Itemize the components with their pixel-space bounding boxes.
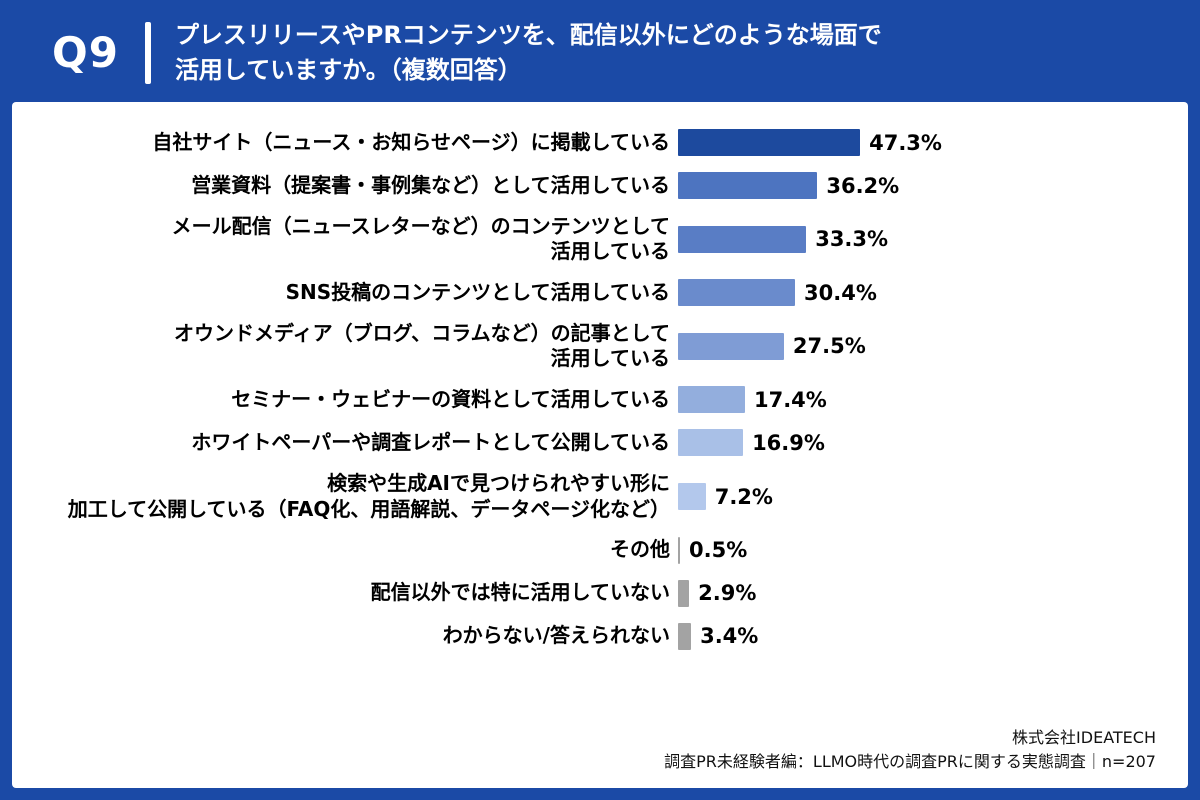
- bar-label: 配信以外では特に活用していない: [370, 580, 670, 605]
- bar-zone: 33.3%: [678, 224, 1166, 254]
- bar-zone: 2.9%: [678, 578, 1166, 608]
- bar: [678, 386, 745, 414]
- bar: [678, 225, 807, 253]
- bar-zone: 36.2%: [678, 171, 1166, 201]
- bar-label: わからない/答えられない: [442, 623, 670, 648]
- question-header: Q9 プレスリリースやPRコンテンツを、配信以外にどのような場面で 活用していま…: [0, 0, 1200, 102]
- value-label: 16.9%: [752, 430, 825, 455]
- value-label: 0.5%: [689, 538, 748, 563]
- value-label: 30.4%: [804, 280, 877, 305]
- bar-label: 自社サイト（ニュース・お知らせページ）に掲載している: [152, 129, 670, 154]
- value-label: 2.9%: [698, 581, 757, 606]
- chart-row: 配信以外では特に活用していない 2.9%: [30, 578, 1166, 608]
- bar: [678, 279, 796, 307]
- value-label: 47.3%: [869, 130, 942, 155]
- chart-row: ホワイトペーパーや調査レポートとして公開している 16.9%: [30, 428, 1166, 458]
- bar-zone: 16.9%: [678, 428, 1166, 458]
- chart-row: 検索や生成AIで見つけられやすい形に 加工して公開している（FAQ化、用語解説、…: [30, 471, 1166, 522]
- chart-row: メール配信（ニュースレターなど）のコンテンツとして 活用している 33.3%: [30, 214, 1166, 265]
- value-label: 3.4%: [700, 624, 759, 649]
- chart-card: 自社サイト（ニュース・お知らせページ）に掲載している 47.3% 営業資料（提案書・…: [12, 101, 1188, 788]
- bar-label: SNS投稿のコンテンツとして活用している: [285, 279, 670, 304]
- chart-row: わからない/答えられない 3.4%: [30, 621, 1166, 651]
- bar: [678, 429, 744, 457]
- bar: [678, 536, 680, 564]
- chart-row: 営業資料（提案書・事例集など）として活用している 36.2%: [30, 171, 1166, 201]
- value-label: 33.3%: [815, 227, 889, 252]
- bar-zone: 7.2%: [678, 482, 1166, 512]
- value-label: 17.4%: [753, 387, 827, 412]
- bar-label: ホワイトペーパーや調査レポートとして公開している: [191, 430, 670, 455]
- bar-zone: 17.4%: [678, 385, 1166, 415]
- bar-label: 営業資料（提案書・事例集など）として活用している: [191, 172, 670, 197]
- question-text: プレスリリースやPRコンテンツを、配信以外にどのような場面で 活用していますか。…: [174, 21, 882, 84]
- bar-zone: 30.4%: [678, 278, 1166, 308]
- chart-row: その他 0.5%: [30, 535, 1166, 565]
- bar: [678, 483, 706, 511]
- bar-label: その他: [610, 537, 670, 562]
- header-divider: [144, 21, 151, 84]
- company-name: 株式会社IDEATECH: [1012, 728, 1156, 747]
- bar-zone: 47.3%: [678, 128, 1166, 158]
- bar-label: オウンドメディア（ブログ、コラムなど）の記事として 活用している: [174, 320, 670, 371]
- survey-caption: 調査PR未経験者編：LLMO時代の調査PRに関する実態調査｜n=207: [664, 752, 1156, 771]
- bar-label: セミナー・ウェビナーの資料として活用している: [231, 387, 670, 412]
- bar: [678, 129, 861, 157]
- bar-label: 検索や生成AIで見つけられやすい形に 加工して公開している（FAQ化、用語解説、…: [67, 470, 670, 521]
- bar: [678, 332, 784, 360]
- bar-zone: 27.5%: [678, 331, 1166, 361]
- bar-chart: 自社サイト（ニュース・お知らせページ）に掲載している 47.3% 営業資料（提案書・…: [30, 128, 1166, 726]
- chart-footer: 株式会社IDEATECH 調査PR未経験者編：LLMO時代の調査PRに関する実態…: [30, 726, 1166, 774]
- value-label: 7.2%: [714, 484, 773, 509]
- bar: [678, 579, 690, 607]
- bar-zone: 0.5%: [678, 535, 1166, 565]
- chart-row: オウンドメディア（ブログ、コラムなど）の記事として 活用している 27.5%: [30, 321, 1166, 372]
- bar-zone: 3.4%: [678, 621, 1166, 651]
- chart-row: セミナー・ウェビナーの資料として活用している 17.4%: [30, 385, 1166, 415]
- chart-row: SNS投稿のコンテンツとして活用している 30.4%: [30, 278, 1166, 308]
- value-label: 27.5%: [792, 334, 866, 359]
- chart-row: 自社サイト（ニュース・お知らせページ）に掲載している 47.3%: [30, 128, 1166, 158]
- value-label: 36.2%: [826, 173, 900, 198]
- bar: [678, 172, 818, 200]
- bar: [678, 622, 692, 650]
- question-number: Q9: [52, 28, 119, 78]
- bar-label: メール配信（ニュースレターなど）のコンテンツとして 活用している: [171, 213, 670, 264]
